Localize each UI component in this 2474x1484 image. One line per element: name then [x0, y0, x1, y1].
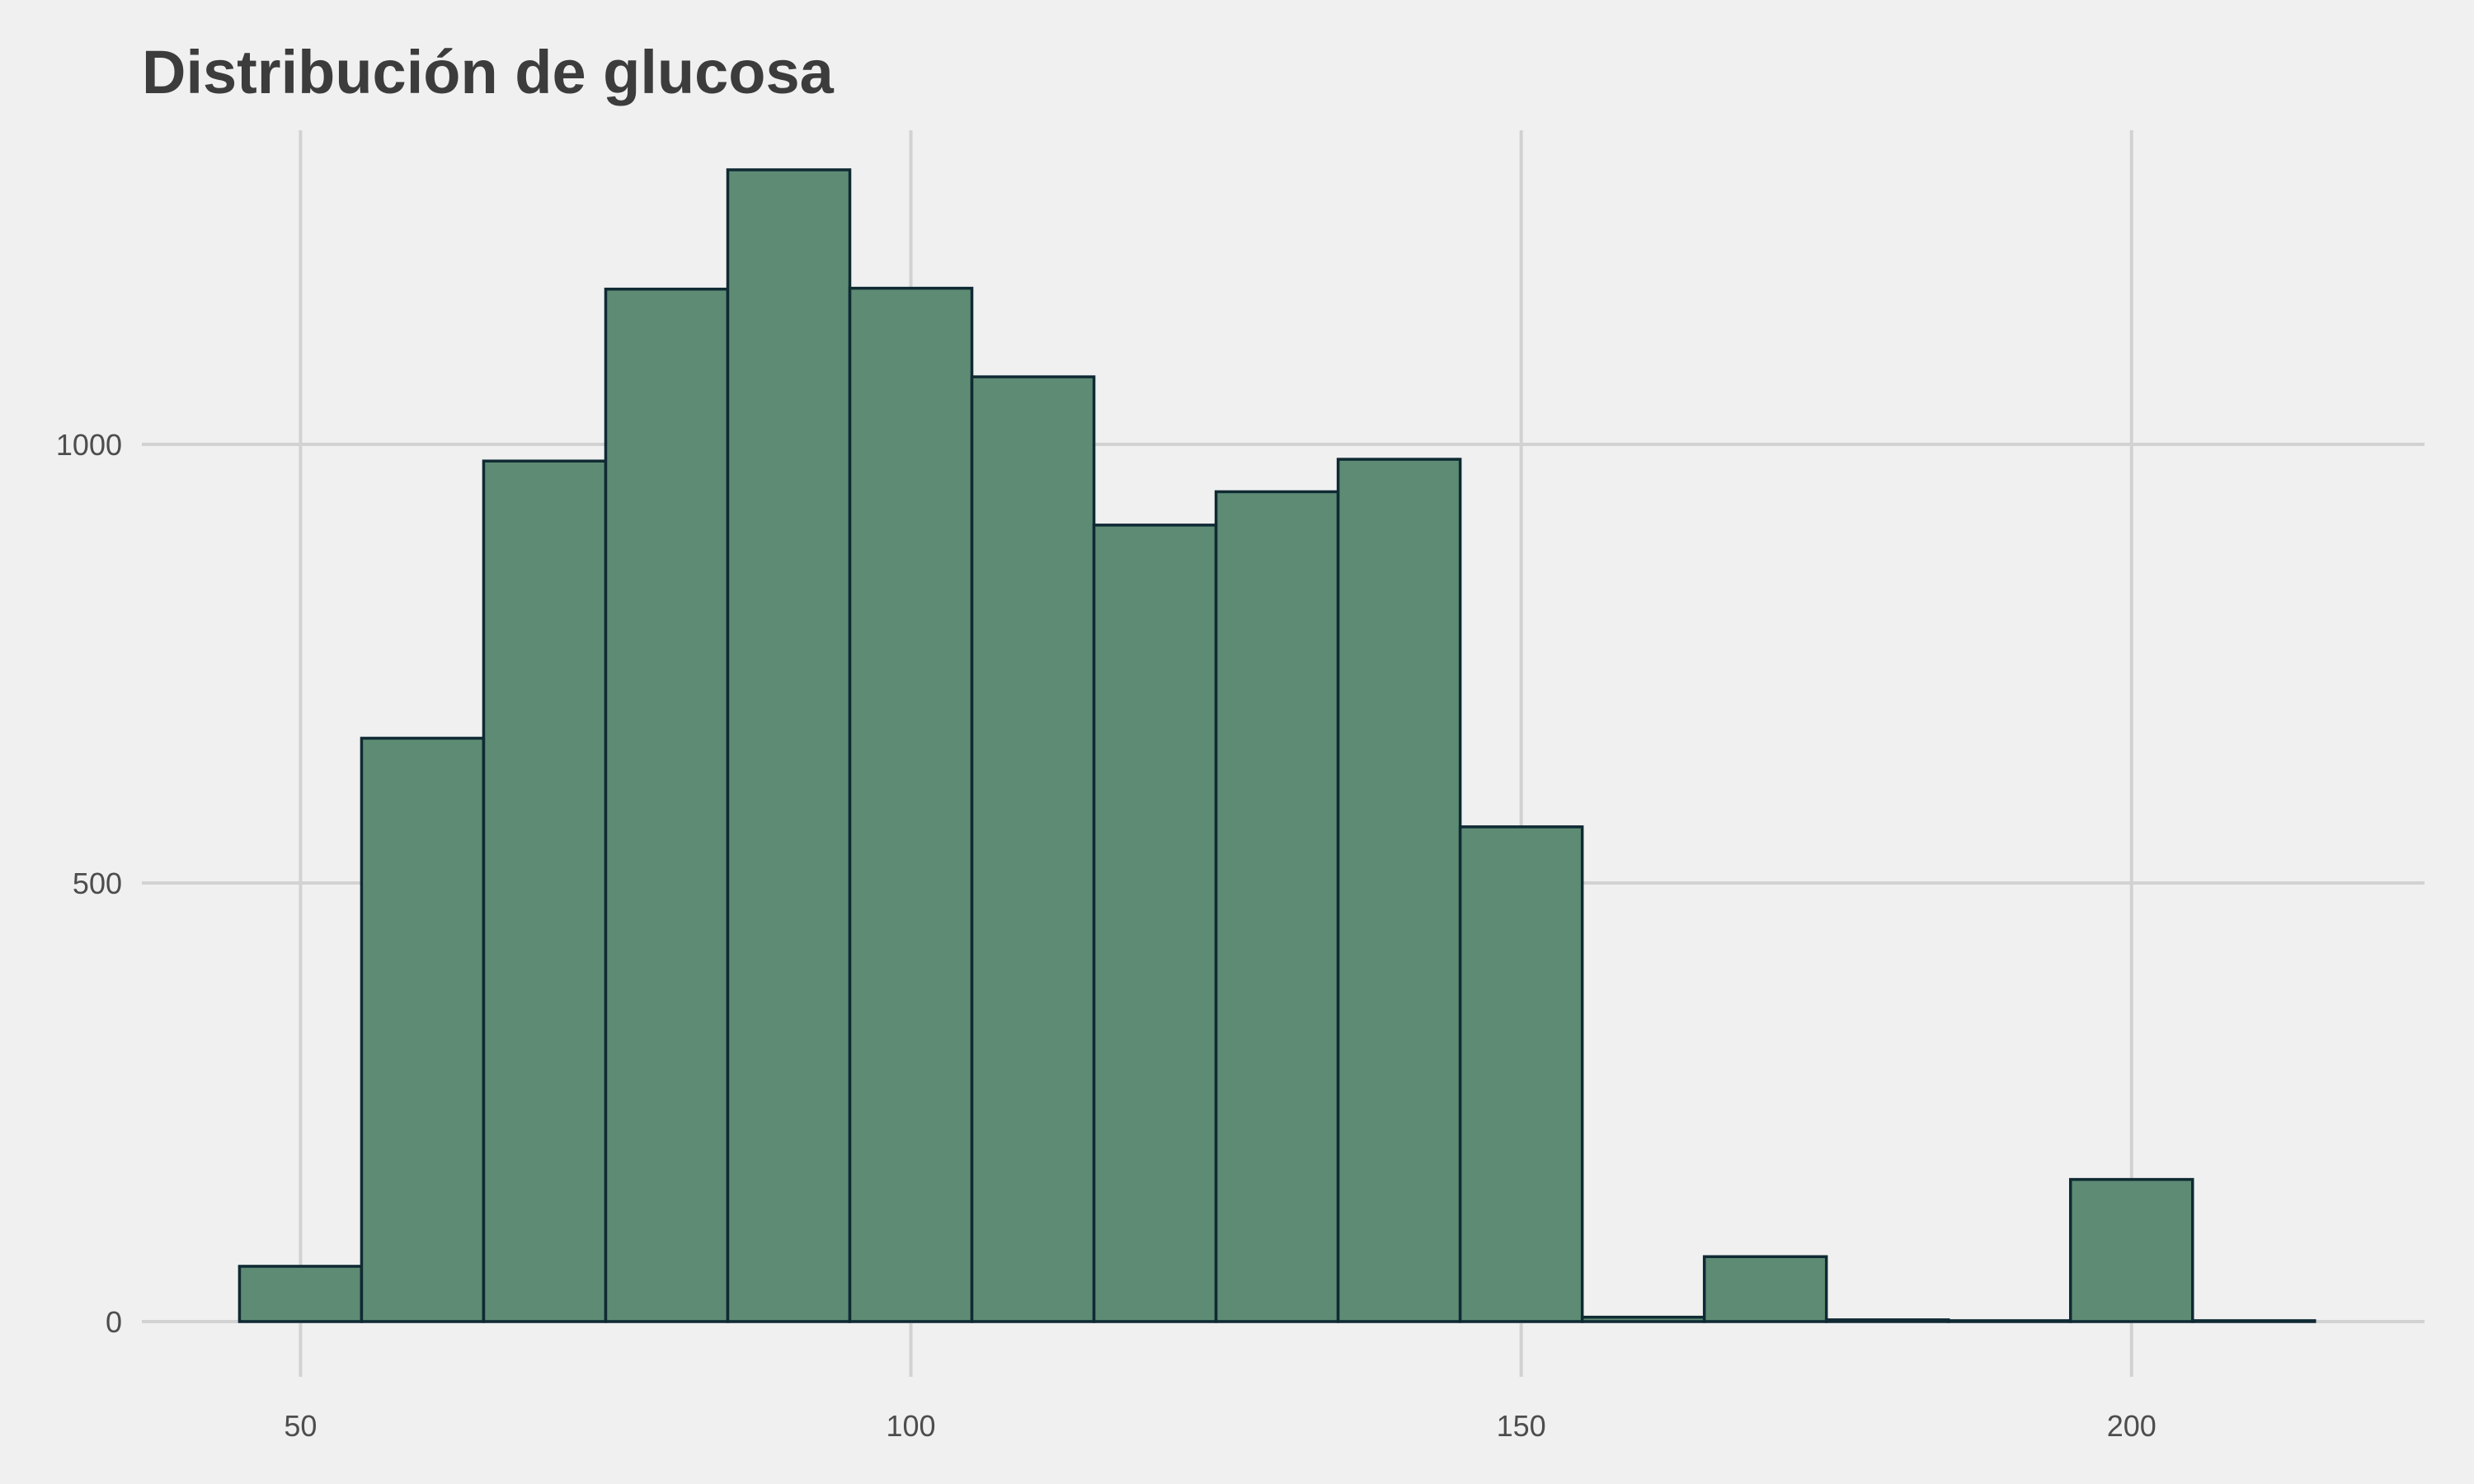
x-tick-label-100: 100 — [886, 1409, 935, 1443]
histogram-bar-4 — [726, 168, 852, 1323]
y-tick-label-500: 500 — [73, 866, 122, 900]
histogram-bar-7 — [1092, 524, 1218, 1323]
histogram-bars — [238, 168, 2316, 1323]
x-tick-label-50: 50 — [284, 1409, 317, 1443]
histogram-bar-10 — [1458, 825, 1584, 1323]
histogram-bar-9 — [1336, 458, 1462, 1323]
y-tick-label-1000: 1000 — [56, 428, 122, 462]
chart-title: Distribución de glucosa — [142, 38, 835, 106]
y-tick-label-0: 0 — [106, 1305, 122, 1339]
histogram-bar-11 — [1580, 1315, 1706, 1323]
histogram-bar-5 — [848, 286, 974, 1323]
histogram-bar-1 — [360, 736, 486, 1323]
histogram-bar-15 — [2068, 1177, 2194, 1323]
histogram-bar-13 — [1824, 1318, 1950, 1323]
histogram-bar-6 — [970, 375, 1096, 1323]
histogram-bar-8 — [1214, 490, 1340, 1323]
histogram-bar-0 — [238, 1265, 364, 1323]
histogram-bar-2 — [482, 459, 608, 1323]
histogram-bar-14 — [1946, 1319, 2072, 1323]
histogram-bar-16 — [2191, 1319, 2316, 1323]
y-axis-tick-labels: 0 500 1000 — [56, 428, 122, 1339]
x-axis-tick-labels: 50 100 150 200 — [284, 1409, 2156, 1443]
x-tick-label-200: 200 — [2107, 1409, 2157, 1443]
histogram-bar-12 — [1702, 1255, 1828, 1323]
histogram-bar-3 — [604, 287, 730, 1323]
x-tick-label-150: 150 — [1497, 1409, 1546, 1443]
